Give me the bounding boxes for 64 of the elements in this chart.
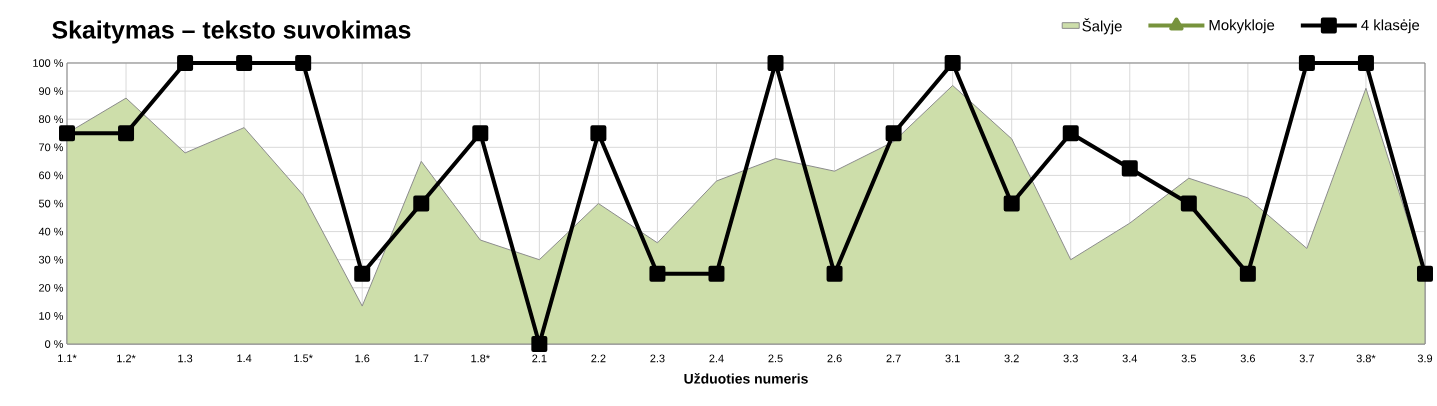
x-tick-label: 2.2 — [591, 354, 606, 363]
point — [1062, 125, 1079, 142]
point — [1003, 195, 1020, 212]
y-tick-label: 10 % — [39, 312, 64, 320]
x-tick-label: 3.9 — [1417, 354, 1433, 363]
y-tick-label: 80 % — [38, 115, 64, 124]
point — [885, 125, 902, 142]
point — [531, 336, 548, 352]
x-tick-label: 3.2 — [1004, 354, 1019, 363]
x-tick-label: 3.4 — [1122, 354, 1138, 363]
x-tick-label: 1.4 — [237, 354, 252, 363]
x-tick-label: 1.1* — [58, 354, 77, 363]
chart-title: Skaitymas – teksto suvokimas — [52, 20, 411, 44]
x-tick-label: 1.5* — [294, 354, 313, 363]
y-tick-label: 20 % — [39, 283, 64, 292]
point — [413, 195, 430, 212]
x-tick-label: 1.3 — [178, 354, 193, 363]
x-tick-label: 2.3 — [650, 354, 665, 363]
point — [295, 55, 312, 71]
point — [354, 265, 371, 282]
point — [1416, 265, 1433, 282]
point — [1357, 55, 1374, 71]
y-tick-label: 0 % — [45, 340, 64, 348]
x-tick-label: 2.7 — [886, 354, 901, 363]
point — [472, 125, 489, 142]
y-tick-label: 60 % — [39, 171, 64, 180]
point — [944, 55, 961, 71]
point — [649, 265, 666, 282]
point — [59, 125, 75, 142]
y-tick-label: 30 % — [38, 255, 64, 264]
x-tick-label: 1.8* — [471, 354, 490, 363]
x-tick-label: 2.1 — [532, 354, 547, 363]
point — [1121, 160, 1138, 177]
y-tick-label: 70 % — [39, 143, 64, 152]
x-tick-label: 3.1 — [945, 354, 960, 363]
x-tick-label: 3.8* — [1356, 354, 1376, 363]
point — [236, 55, 253, 71]
point — [118, 125, 135, 142]
y-tick-label: 100 % — [33, 59, 64, 67]
x-axis-title: Užduoties numeris — [684, 373, 808, 384]
y-tick-label: 40 % — [38, 227, 64, 236]
y-tick-label: 90 % — [39, 87, 64, 95]
y-tick-label: 50 % — [38, 199, 64, 208]
x-tick-label: 3.7 — [1299, 354, 1314, 363]
x-tick-label: 1.7 — [414, 354, 429, 363]
x-tick-label: 2.6 — [827, 354, 842, 363]
point — [767, 55, 784, 71]
x-tick-label: 3.6 — [1240, 354, 1255, 363]
legend-label: Mokykloje — [1209, 19, 1275, 34]
point — [708, 265, 725, 282]
point — [177, 55, 194, 71]
legend-label: 4 klasėje — [1361, 19, 1420, 34]
x-tick-label: 3.5 — [1181, 354, 1196, 363]
x-tick-label: 3.3 — [1063, 354, 1078, 363]
legend-label: Šalyje — [1082, 18, 1122, 35]
x-tick-label: 2.5 — [768, 354, 783, 363]
x-tick-label: 1.6 — [355, 354, 370, 363]
x-tick-label: 2.4 — [709, 354, 724, 363]
point — [1298, 55, 1315, 71]
point — [1180, 195, 1197, 212]
point — [826, 265, 843, 282]
x-tick-label: 1.2* — [117, 354, 136, 363]
point — [1239, 265, 1256, 282]
point — [590, 125, 607, 142]
